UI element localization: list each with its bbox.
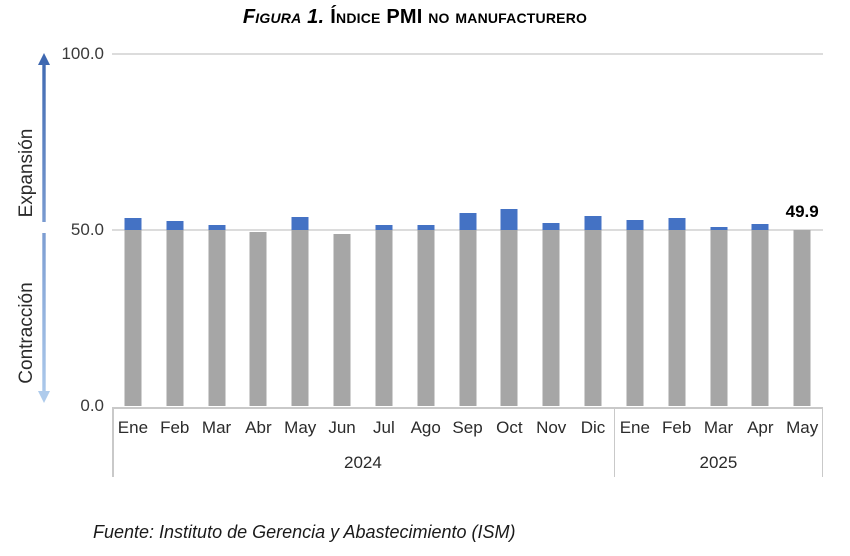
bar-segment-gray: [626, 230, 644, 406]
bar-segment-gray: [584, 230, 602, 406]
bar-segment-gray: [166, 230, 184, 406]
month-label-2025-Apr: Apr: [747, 417, 774, 437]
bar-value-label: 49.9: [785, 202, 819, 222]
bar-2025-Ene: [614, 54, 656, 406]
source-note: Fuente: Instituto de Gerencia y Abasteci…: [93, 522, 516, 542]
month-label-2024-Mar: Mar: [201, 417, 232, 437]
bar-2025-Apr: [739, 54, 781, 406]
bar-2024-Jul: [363, 54, 405, 406]
bar-2024-Abr: [237, 54, 279, 406]
bar-2025-Mar: [698, 54, 740, 406]
y-tick-100: 100.0: [61, 44, 104, 63]
bar-2024-Ago: [405, 54, 447, 406]
bar-2025-Feb: [656, 54, 698, 406]
chart-title: Figura 1. Índice PMI no manufacturero: [0, 6, 830, 29]
bar-2024-Jun: [321, 54, 363, 406]
bar-segment-blue: [417, 224, 435, 230]
month-label-2025-Feb: Feb: [662, 417, 692, 437]
month-label-2024-Ago: Ago: [410, 417, 441, 437]
bar-segment-blue: [668, 217, 686, 230]
month-label-2024-Nov: Nov: [536, 417, 567, 437]
chart-title-prefix: Figura 1.: [242, 6, 325, 28]
category-axis: Ene Feb Mar Abr May Jun Jul Ago Sep Oct Nov Dic Ene F…: [112, 407, 823, 477]
months-row: Ene Feb Mar Abr May Jun Jul Ago Sep Oct Nov Dic Ene F…: [112, 409, 823, 446]
gridline-100: [112, 53, 823, 55]
month-label-2024-Jun: Jun: [328, 417, 356, 437]
bars-layer: 49.9: [112, 54, 823, 406]
bar-segment-gray: [375, 230, 393, 406]
axis-label-contraction: Contracción: [16, 282, 37, 384]
bar-segment-blue: [208, 225, 226, 230]
bar-segment-blue: [710, 227, 727, 230]
bar-segment-gray: [500, 230, 518, 406]
bar-segment-gray: [751, 230, 769, 406]
bar-segment-gray: [333, 234, 351, 406]
month-label-2024-Oct: Oct: [496, 417, 523, 437]
month-label-2024-May: May: [284, 417, 317, 437]
chart-title-main: Índice PMI no manufacturero: [330, 6, 588, 28]
bar-segment-gray: [124, 230, 142, 406]
month-label-2024-Abr: Abr: [245, 417, 272, 437]
bar-segment-gray: [459, 230, 477, 406]
bar-2024-Ene: [112, 54, 154, 406]
month-label-2024-Dic: Dic: [580, 417, 606, 437]
month-label-2025-May: May: [786, 417, 819, 437]
bar-2024-Sep: [447, 54, 489, 406]
bar-segment-blue: [124, 218, 142, 230]
axis-divider-year-boundary: [613, 409, 616, 477]
bar-segment-gray: [249, 232, 267, 406]
bar-2024-Oct: [488, 54, 530, 406]
bar-2024-Mar: [196, 54, 238, 406]
bar-segment-gray: [793, 230, 811, 406]
month-label-2025-Ene: Ene: [619, 417, 650, 437]
expansion-contraction-arrow-icon: [38, 53, 50, 403]
axis-label-expansion: Expansión: [16, 128, 37, 218]
bar-segment-blue: [626, 220, 644, 230]
month-label-2024-Jul: Jul: [373, 417, 395, 437]
y-tick-0: 0.0: [80, 396, 104, 415]
bar-segment-gray: [417, 230, 435, 406]
axis-divider-right: [821, 409, 823, 477]
bar-2024-Feb: [154, 54, 196, 406]
bar-2024-May: [279, 54, 321, 406]
years-row: 2024 2025: [112, 446, 823, 479]
bar-segment-blue: [291, 216, 309, 230]
bar-segment-blue: [542, 222, 560, 230]
bar-segment-blue: [751, 224, 769, 230]
month-label-2024-Sep: Sep: [452, 417, 483, 437]
bar-2025-May: 49.9: [781, 54, 823, 406]
month-label-2024-Ene: Ene: [117, 417, 149, 437]
plot-area: 49.9: [112, 53, 823, 406]
bar-2024-Nov: [530, 54, 572, 406]
year-label-2025: 2025: [699, 452, 738, 472]
month-label-2025-Mar: Mar: [703, 417, 734, 437]
bar-segment-blue: [584, 215, 602, 230]
bar-2024-Dic: [572, 54, 614, 406]
axis-divider-left: [112, 409, 114, 477]
year-label-2024: 2024: [344, 452, 382, 472]
bar-segment-gray: [208, 230, 226, 406]
bar-segment-gray: [710, 230, 727, 406]
bar-segment-blue: [459, 212, 477, 230]
bar-segment-blue: [375, 225, 393, 230]
bar-segment-gray: [668, 230, 686, 406]
month-label-2024-Feb: Feb: [160, 417, 190, 437]
bar-segment-blue: [500, 208, 518, 230]
bar-segment-gray: [542, 230, 560, 406]
y-tick-50: 50.0: [70, 220, 104, 239]
bar-segment-gray: [291, 230, 309, 406]
bar-segment-blue: [166, 220, 184, 230]
